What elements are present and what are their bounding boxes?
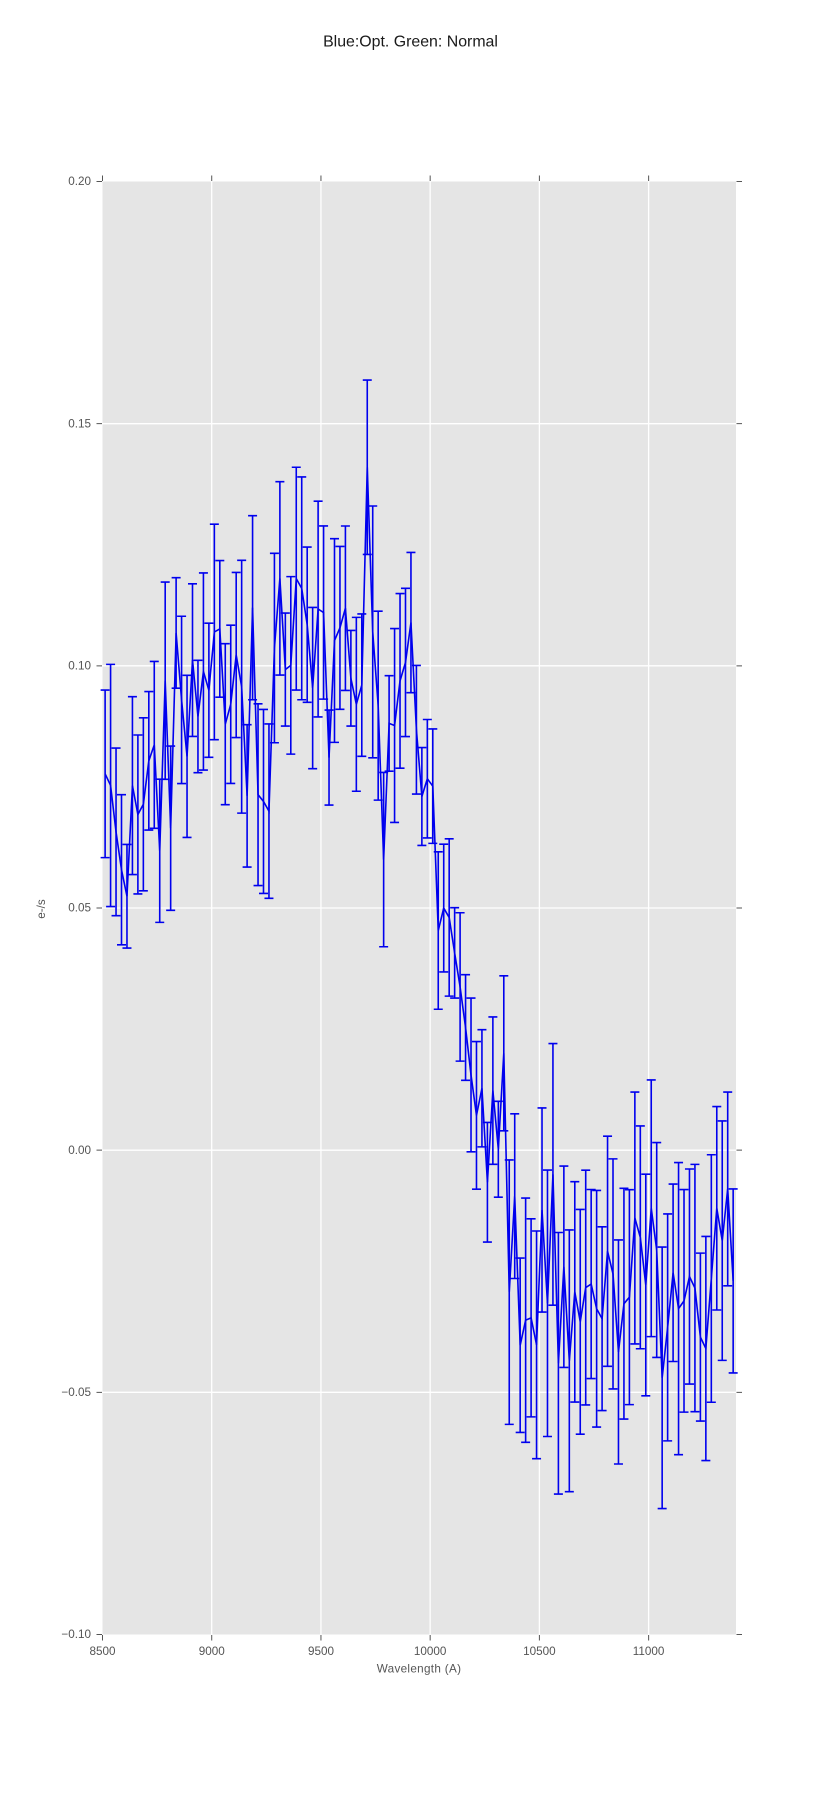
svg-text:0.10: 0.10 — [68, 659, 91, 672]
svg-text:−0.05: −0.05 — [61, 1386, 91, 1399]
svg-text:8500: 8500 — [89, 1645, 116, 1658]
svg-text:0.20: 0.20 — [68, 175, 91, 188]
svg-text:0.05: 0.05 — [68, 902, 91, 915]
svg-text:10500: 10500 — [523, 1645, 556, 1658]
svg-text:11000: 11000 — [633, 1645, 665, 1658]
svg-text:e-/s: e-/s — [35, 899, 48, 919]
svg-text:−0.10: −0.10 — [61, 1628, 91, 1641]
svg-text:10000: 10000 — [414, 1645, 447, 1658]
svg-text:Blue:Opt. Green: Normal: Blue:Opt. Green: Normal — [323, 34, 498, 51]
svg-text:0.15: 0.15 — [68, 417, 91, 430]
svg-text:Wavelength (A): Wavelength (A) — [377, 1663, 462, 1676]
svg-text:9500: 9500 — [308, 1645, 335, 1658]
svg-text:0.00: 0.00 — [68, 1144, 91, 1157]
svg-text:9000: 9000 — [199, 1645, 226, 1658]
